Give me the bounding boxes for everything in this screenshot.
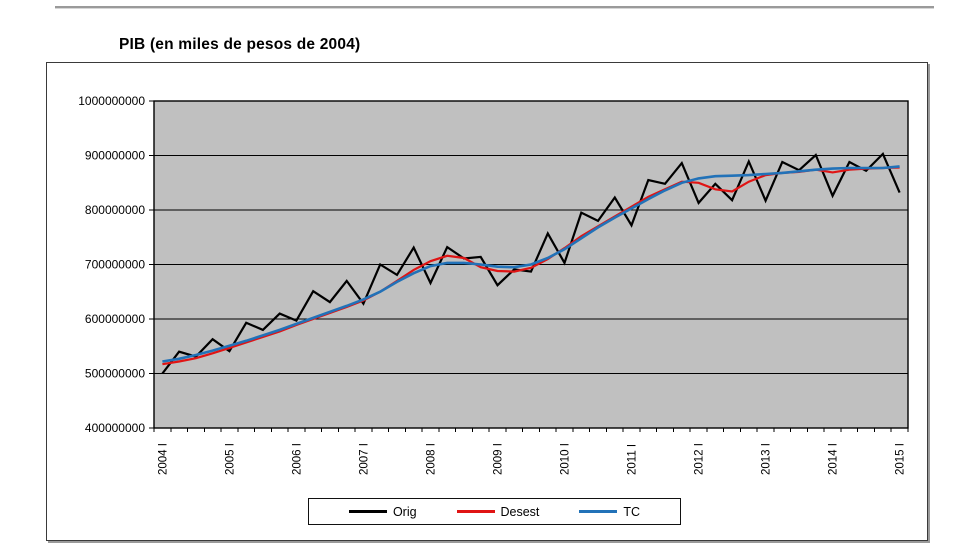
legend-item-orig: Orig <box>348 504 417 519</box>
x-axis-label: 2004 I <box>157 443 169 475</box>
x-axis-label: 2012 I <box>694 443 706 475</box>
top-divider <box>55 6 934 9</box>
x-axis-label: 2010 I <box>560 443 572 475</box>
y-axis-label: 500000000 <box>85 367 145 381</box>
chart-plot: 400000000 500000000 600000000 700000000 8000… <box>78 94 909 475</box>
legend-label: TC <box>623 504 641 519</box>
legend: Orig Desest TC <box>308 498 681 525</box>
legend-line-swatch <box>456 510 495 513</box>
x-axis-label: 2014 I <box>828 443 840 475</box>
series-line-orig <box>161 151 901 375</box>
x-axis-label: 2007 I <box>358 443 370 475</box>
series-line-tc <box>162 165 900 363</box>
y-axis-label: 600000000 <box>85 312 145 326</box>
legend-label: Orig <box>392 504 417 519</box>
chart-frame: 400000000 500000000 600000000 700000000 8000… <box>46 62 928 541</box>
y-axis-label: 1000000000 <box>78 94 145 108</box>
y-axis-label: 400000000 <box>85 421 145 435</box>
x-axis-label: 2005 I <box>224 443 236 475</box>
x-axis-label: 2013 I <box>761 443 773 475</box>
x-axis-label: 2008 I <box>425 443 437 475</box>
legend-item-tc: TC <box>579 505 640 519</box>
plot-border <box>153 100 909 429</box>
x-axis-label: 2015 I <box>895 443 907 475</box>
legend-line-swatch <box>348 510 387 513</box>
y-axis-label: 700000000 <box>85 258 145 272</box>
y-axis-label: 900000000 <box>85 149 145 163</box>
legend-item-desest: Desest <box>456 504 540 519</box>
x-axis-label: 2009 I <box>492 443 504 475</box>
legend-label: Desest <box>500 504 540 519</box>
y-axis-label: 800000000 <box>85 203 145 217</box>
chart-title: PIB (en miles de pesos de 2004) <box>119 36 361 53</box>
x-axis-label: 2006 I <box>291 443 303 475</box>
x-axis-label: 2011 I <box>627 444 639 475</box>
legend-line-swatch <box>579 510 618 513</box>
